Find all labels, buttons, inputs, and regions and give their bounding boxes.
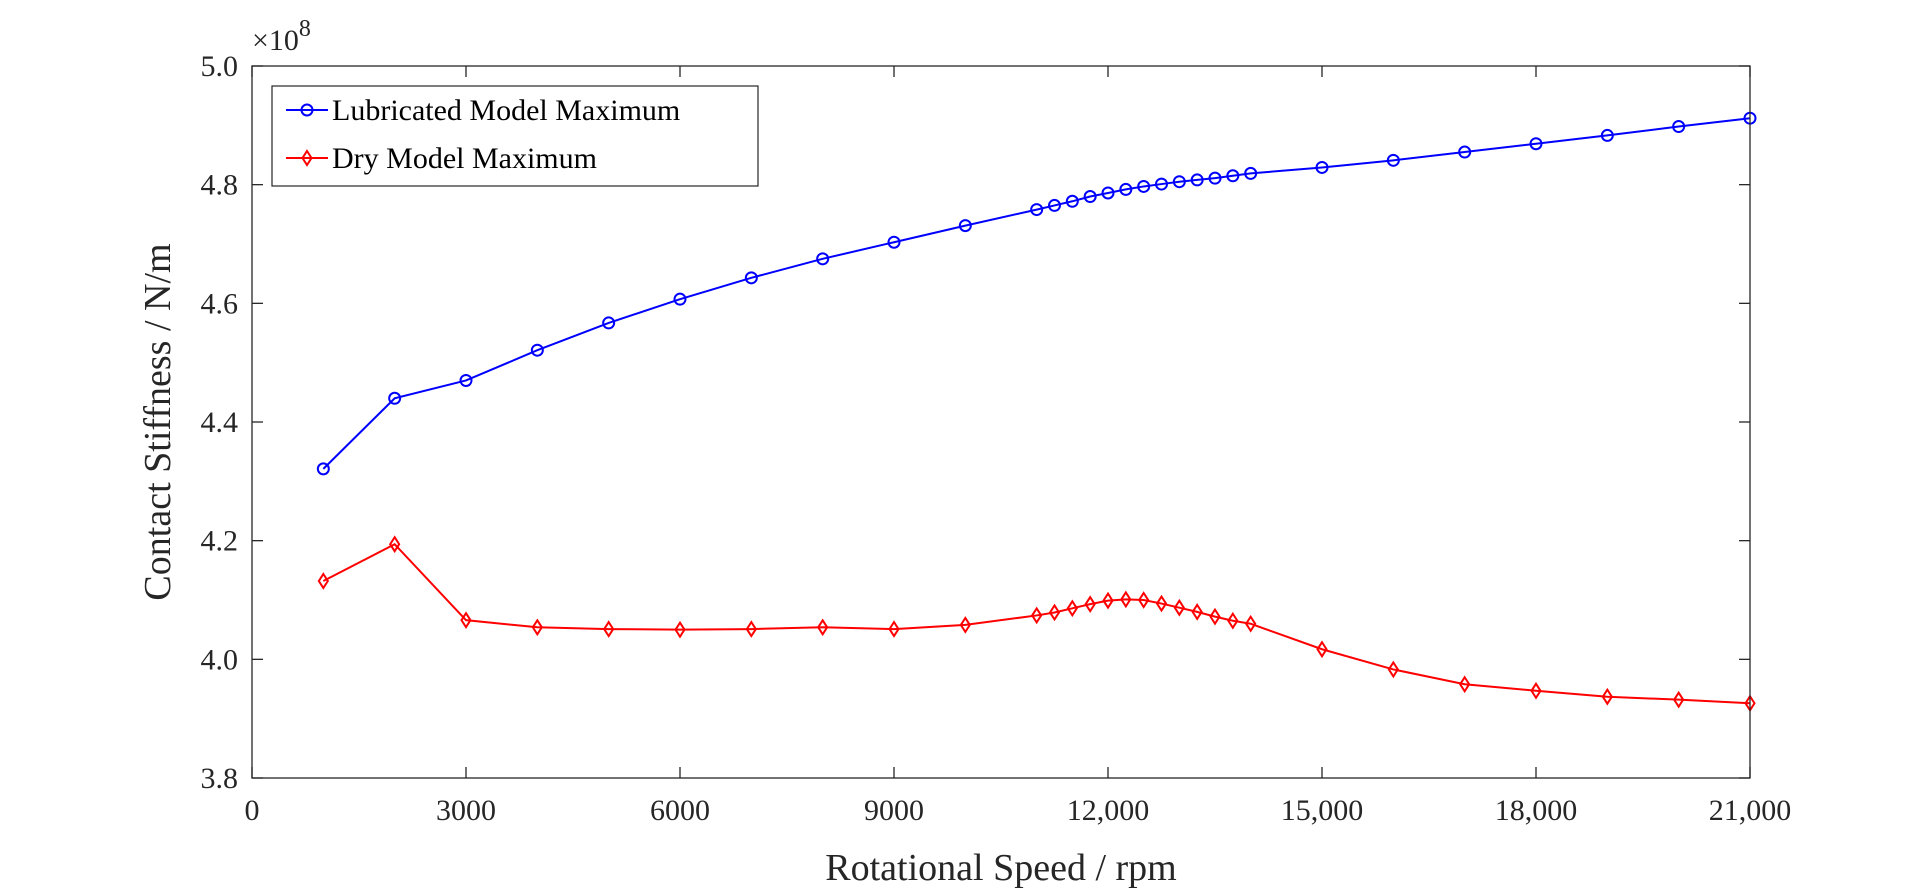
data-point [816,618,829,637]
data-point [1119,182,1133,196]
y-tick-label: 4.0 [201,643,239,676]
data-point [1226,169,1240,183]
y-exponent-label: ×108 [252,16,311,57]
data-point [1048,603,1061,622]
data-point [459,373,473,387]
series-0 [316,111,1757,476]
data-point [1155,594,1168,613]
data-point [1083,190,1097,204]
x-tick-label: 18,000 [1495,794,1578,827]
x-tick-label: 0 [245,794,260,827]
legend: Lubricated Model Maximum Dry Model Maximu… [271,85,759,187]
data-point [1458,145,1472,159]
data-point [1066,599,1079,618]
data-point [1048,198,1061,212]
data-point [388,391,402,405]
data-point [602,620,615,638]
data-point [1601,687,1614,706]
data-point [602,316,616,330]
legend-label-0: Lubricated Model Maximum [332,94,680,127]
legend-entry-0: Lubricated Model Maximum [286,94,680,127]
legend-entry-1: Dry Model Maximum [286,142,597,175]
data-point [1030,606,1043,625]
data-point [1190,173,1204,187]
data-point [1137,591,1150,609]
data-point [1102,591,1114,610]
data-point [1386,153,1400,167]
data-point [1227,611,1239,630]
data-point [1208,171,1222,185]
data-point [1137,179,1151,193]
x-tick-label: 12,000 [1067,794,1150,827]
y-tick-label: 5.0 [201,50,239,83]
data-point [816,252,830,266]
axes-layer: 0 3000 6000 9000 12,000 15,000 18,000 21,000 3.8… [137,16,1791,889]
data-point [1244,614,1257,633]
y-tick-label: 4.2 [201,525,239,558]
data-point [1672,690,1685,709]
data-point [531,618,544,637]
data-point [1316,640,1328,659]
y-tick-label: 4.4 [201,406,239,439]
data-point [958,219,972,233]
legend-label-1: Dry Model Maximum [332,142,597,175]
x-tick-label: 15,000 [1281,794,1364,827]
data-point [1155,177,1168,191]
data-point [1065,194,1079,208]
data-point [887,235,901,249]
data-point [317,572,330,590]
y-tick-label: 4.6 [201,287,239,320]
data-point [888,620,900,638]
data-point [1600,128,1614,142]
data-point [1672,120,1686,134]
series-line-1 [322,542,1751,705]
y-exponent-base: ×10 [252,24,299,57]
data-point [744,271,758,285]
x-tick-label: 3000 [436,794,496,827]
data-point [1209,607,1221,626]
data-point [1173,598,1186,617]
data-point [1244,166,1258,180]
y-tick-label: 3.8 [201,762,239,795]
data-point [1315,160,1329,174]
y-exponent-power: 8 [299,16,311,42]
data-point [460,611,472,630]
data-point [673,292,687,306]
data-point [1172,175,1186,189]
data-point [1101,186,1115,200]
x-tick-label: 21,000 [1709,794,1792,827]
series-line-0 [322,117,1751,470]
x-axis-label: Rotational Speed / rpm [825,847,1176,889]
data-point [388,535,401,554]
data-point [1120,590,1132,609]
data-point [316,462,330,476]
data-point [1530,681,1542,700]
data-point [745,620,758,638]
data-point [1191,603,1203,621]
legend-marker-diamond [301,149,313,167]
legend-box [271,85,759,187]
data-point [1387,660,1400,679]
data-point [959,616,972,634]
data-point [674,620,686,639]
data-point [1529,137,1543,151]
x-tick-label: 9000 [864,794,924,827]
data-point [1458,675,1471,694]
data-point [1084,595,1096,614]
data-point [1030,203,1044,217]
x-tick-label: 6000 [650,794,710,827]
data-point [530,343,544,357]
legend-marker-circle [300,103,314,117]
y-tick-label: 4.8 [201,169,239,202]
y-axis-label: Contact Stiffness / N/m [137,243,179,600]
